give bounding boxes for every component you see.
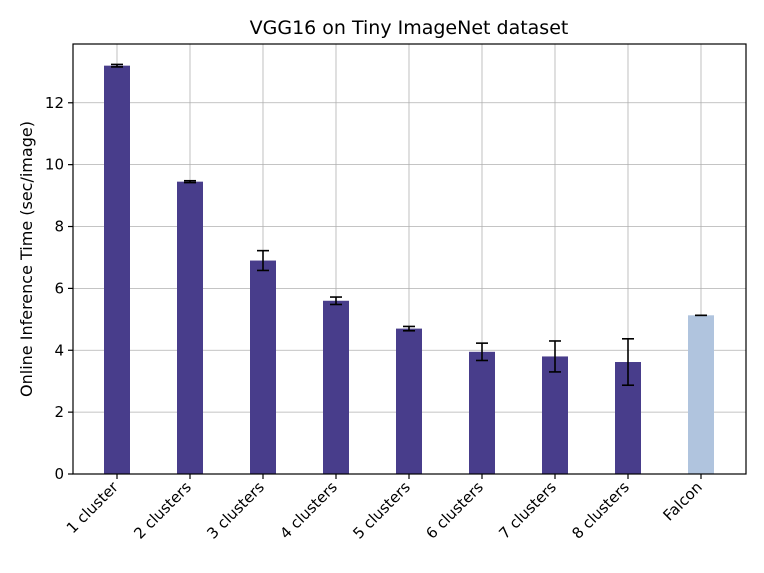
bar <box>323 300 349 474</box>
bar <box>250 260 276 474</box>
x-axis-ticks: 1 cluster 2 clusters 3 clusters 4 clusters 5… <box>63 474 706 543</box>
x-tick-label: 6 clusters <box>422 478 487 543</box>
y-tick-label: 10 <box>45 156 64 174</box>
y-axis-label: Online Inference Time (sec/image) <box>17 121 36 397</box>
y-tick-label: 6 <box>54 279 64 297</box>
x-tick-label: 1 cluster <box>63 478 123 538</box>
y-tick-label: 12 <box>45 94 64 112</box>
y-tick-label: 8 <box>54 218 64 236</box>
bar <box>542 356 568 474</box>
bar <box>469 351 495 474</box>
bar <box>177 181 203 474</box>
x-tick-label: 7 clusters <box>495 478 560 543</box>
bar <box>396 328 422 474</box>
chart-title: VGG16 on Tiny ImageNet dataset <box>250 17 569 39</box>
y-tick-label: 0 <box>54 465 64 483</box>
error-bars <box>111 63 707 387</box>
x-tick-label: 3 clusters <box>203 478 268 543</box>
x-tick-label: 2 clusters <box>130 478 195 543</box>
x-tick-label: 4 clusters <box>276 478 341 543</box>
y-tick-label: 2 <box>54 403 64 421</box>
bar <box>688 315 714 474</box>
x-tick-label: 8 clusters <box>568 478 633 543</box>
bars <box>104 65 714 475</box>
y-axis-ticks: 0 2 4 6 8 10 12 <box>45 94 73 483</box>
x-tick-label: 5 clusters <box>349 478 414 543</box>
x-tick-label: Falcon <box>659 478 705 524</box>
y-tick-label: 4 <box>54 341 64 359</box>
bar <box>104 65 130 475</box>
